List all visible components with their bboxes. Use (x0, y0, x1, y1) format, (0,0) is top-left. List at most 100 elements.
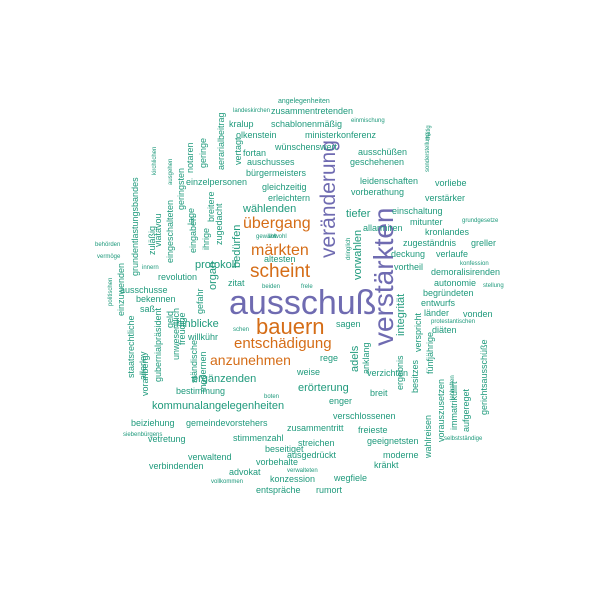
word: gewählt (256, 234, 277, 240)
word: zugeständnis (403, 238, 457, 248)
word: organ (207, 262, 219, 290)
word: thätig (426, 125, 432, 140)
word: zusammentritt (287, 423, 344, 433)
word: ministerkonferenz (305, 130, 377, 140)
word: schen (233, 327, 249, 333)
word: bekennen (136, 294, 176, 304)
word: gubernialpräsident (153, 307, 163, 382)
word: boten (264, 394, 279, 400)
word: übergang (243, 215, 311, 232)
word: geld (165, 311, 175, 328)
word: ausschüßen (358, 147, 407, 157)
word: vorbehalte (256, 457, 298, 467)
word: frele (301, 284, 313, 290)
word: verwalteten (287, 468, 318, 474)
word: ergänzenden (192, 373, 256, 385)
word: entspräche (256, 485, 301, 495)
word: leidenschaften (360, 176, 418, 186)
word: einmischung (351, 118, 385, 124)
word: wählenden (242, 203, 296, 215)
word: stellung (483, 283, 504, 289)
word: behörden (95, 242, 120, 248)
word: ausgehen (168, 159, 174, 185)
word: wünschenswert (274, 142, 338, 152)
word: geschehenen (350, 157, 404, 167)
word: siebenbürgens (123, 432, 162, 438)
word: streichen (298, 438, 335, 448)
word: vetretung (148, 434, 186, 444)
word: ständische (189, 340, 199, 383)
word: unwesentlich (171, 308, 181, 360)
word: erörterung (298, 382, 349, 394)
word: modernen (198, 351, 208, 392)
word: fünfjährige (425, 332, 435, 374)
word: gemeindevorstehers (186, 418, 268, 428)
word: vollkommen (211, 479, 243, 485)
word: selbstständige (444, 436, 483, 442)
word: beiziehung (131, 418, 175, 428)
word: geringe (198, 138, 208, 168)
word: viatavou (153, 213, 163, 247)
word: grundentlastungsbandes (130, 177, 140, 276)
word: vorberathung (351, 187, 404, 197)
word: greller (471, 238, 496, 248)
word: scheint (250, 261, 311, 282)
word: integrität (395, 294, 407, 336)
word: angelegenheiten (278, 98, 330, 105)
word: geeignetsten (367, 436, 419, 446)
word: vorliebe (435, 178, 467, 188)
word: sonderstellung (425, 133, 431, 172)
word: advokat (229, 467, 261, 477)
word: zitat (228, 278, 245, 288)
word: wegfiele (333, 473, 367, 483)
word: beseitiget (265, 444, 304, 454)
word: zugedacht (214, 203, 224, 245)
word: veränderung (317, 140, 340, 258)
word: zusammentretenden (271, 106, 353, 116)
word: zuläßig (147, 226, 157, 255)
word: lage (186, 208, 196, 225)
word: notaren (185, 142, 195, 173)
word: verbindenden (149, 461, 204, 471)
word: entwurfs (421, 298, 456, 308)
word: bauern (256, 314, 325, 339)
word: mitunter (410, 217, 443, 227)
word: willkühr (187, 332, 218, 342)
word: immatrikulirt (449, 381, 459, 430)
word: erleichtern (268, 193, 310, 203)
word: deckung (391, 249, 425, 259)
word: aufgereget (461, 388, 471, 432)
word: protokoll (195, 259, 237, 271)
word: einzelpersonen (186, 177, 247, 187)
word: märkten (251, 242, 309, 259)
word: fortan (243, 148, 266, 158)
word: breit (370, 388, 388, 398)
word: verspricht (413, 312, 423, 352)
word: anzunehmen (210, 352, 291, 368)
word: vorarlberg (140, 355, 150, 396)
word: konzession (270, 474, 315, 484)
word: kirchlichen (152, 147, 158, 175)
word: vortheil (394, 262, 423, 272)
word: beiden (262, 284, 280, 290)
word: länder (424, 308, 449, 318)
word: ergebnis (395, 355, 405, 390)
word: verwaltend (188, 452, 232, 462)
word: revolution (158, 272, 197, 282)
word: kommunalangelegenheiten (152, 400, 284, 412)
word: rumort (316, 485, 343, 495)
word: verschlossenen (333, 411, 396, 421)
word: staatsrechtliche (126, 315, 136, 378)
word: verstärker (425, 193, 465, 203)
word: ihrige (201, 228, 211, 250)
word: vorwahlen (352, 230, 364, 280)
word: geringsten (176, 168, 186, 210)
word: tiefer (346, 208, 371, 220)
word: ausschuß (229, 284, 376, 322)
word: breitere (206, 191, 216, 222)
word: verlaufe (436, 249, 468, 259)
word: adels (349, 345, 361, 372)
word: enger (329, 396, 352, 406)
